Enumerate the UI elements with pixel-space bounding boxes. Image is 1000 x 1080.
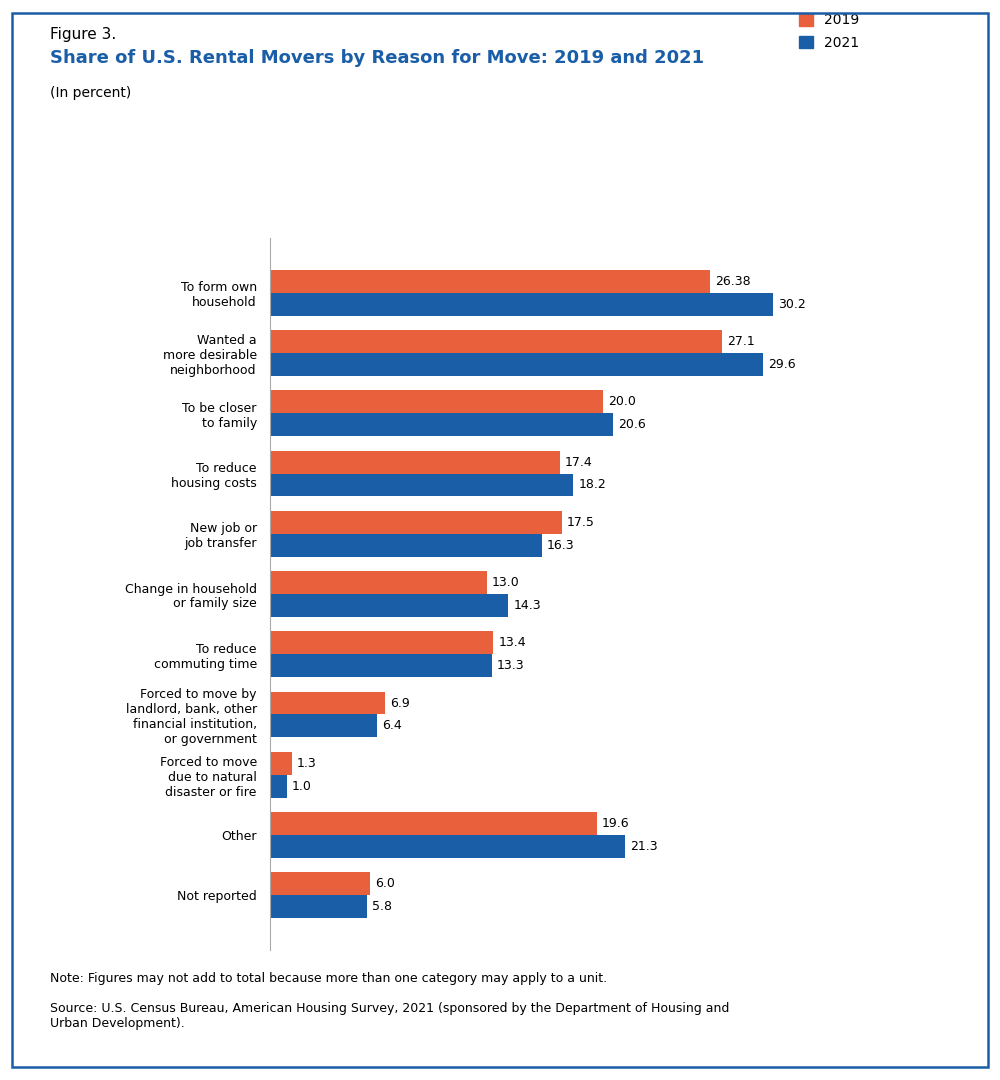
Bar bbox=[270, 534, 542, 556]
Text: 27.1: 27.1 bbox=[727, 335, 754, 348]
Bar bbox=[270, 774, 287, 797]
Bar bbox=[270, 835, 625, 858]
Text: (In percent): (In percent) bbox=[50, 86, 131, 100]
Bar bbox=[270, 414, 613, 436]
Bar bbox=[270, 293, 773, 315]
Bar bbox=[270, 330, 722, 353]
Text: 20.6: 20.6 bbox=[618, 418, 646, 431]
Bar bbox=[270, 895, 367, 918]
Text: 20.0: 20.0 bbox=[608, 395, 636, 408]
Legend: 2019, 2021: 2019, 2021 bbox=[794, 10, 863, 54]
Bar bbox=[270, 873, 370, 895]
Bar bbox=[270, 450, 560, 473]
Text: 26.38: 26.38 bbox=[715, 275, 750, 288]
Bar bbox=[270, 391, 603, 414]
Text: Source: U.S. Census Bureau, American Housing Survey, 2021 (sponsored by the Depa: Source: U.S. Census Bureau, American Hou… bbox=[50, 1002, 729, 1030]
Text: Share of U.S. Rental Movers by Reason for Move: 2019 and 2021: Share of U.S. Rental Movers by Reason fo… bbox=[50, 49, 704, 67]
Bar bbox=[270, 473, 573, 497]
Text: 6.4: 6.4 bbox=[382, 719, 401, 732]
Bar bbox=[270, 511, 562, 534]
Bar bbox=[270, 654, 492, 677]
Text: 18.2: 18.2 bbox=[578, 478, 606, 491]
Text: 5.8: 5.8 bbox=[372, 900, 392, 913]
Text: 16.3: 16.3 bbox=[547, 539, 574, 552]
Bar bbox=[270, 812, 597, 835]
Text: 1.3: 1.3 bbox=[297, 757, 316, 770]
Bar bbox=[270, 752, 292, 774]
Text: Note: Figures may not add to total because more than one category may apply to a: Note: Figures may not add to total becau… bbox=[50, 972, 607, 985]
Text: 19.6: 19.6 bbox=[602, 816, 629, 829]
Text: 17.4: 17.4 bbox=[565, 456, 593, 469]
Text: 14.3: 14.3 bbox=[513, 599, 541, 612]
Bar bbox=[270, 594, 508, 617]
Text: Figure 3.: Figure 3. bbox=[50, 27, 116, 42]
Bar bbox=[270, 270, 710, 293]
Bar bbox=[270, 691, 385, 715]
Text: 30.2: 30.2 bbox=[778, 298, 806, 311]
Text: 13.0: 13.0 bbox=[492, 576, 519, 589]
Bar bbox=[270, 353, 763, 376]
Text: 6.0: 6.0 bbox=[375, 877, 395, 890]
Bar bbox=[270, 571, 487, 594]
Text: 13.4: 13.4 bbox=[498, 636, 526, 649]
Text: 29.6: 29.6 bbox=[768, 359, 796, 372]
Text: 1.0: 1.0 bbox=[292, 780, 312, 793]
Text: 17.5: 17.5 bbox=[567, 516, 595, 529]
Bar bbox=[270, 715, 377, 738]
Text: 21.3: 21.3 bbox=[630, 840, 658, 853]
Bar bbox=[270, 632, 493, 654]
Text: 6.9: 6.9 bbox=[390, 697, 410, 710]
Text: 13.3: 13.3 bbox=[497, 659, 524, 672]
